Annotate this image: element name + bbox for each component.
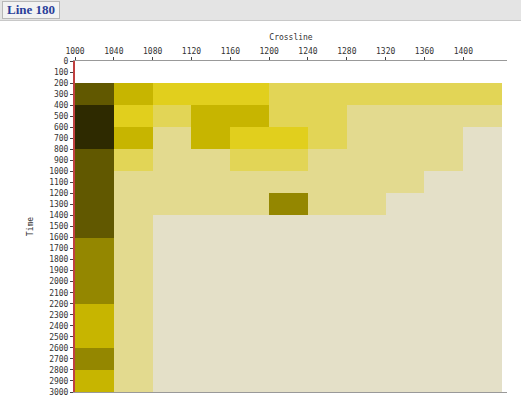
svg-text:1280: 1280	[337, 47, 356, 56]
svg-text:1000: 1000	[49, 167, 68, 176]
svg-text:1800: 1800	[49, 255, 68, 264]
svg-text:2900: 2900	[49, 377, 68, 386]
svg-text:Crossline: Crossline	[269, 33, 313, 42]
svg-text:2800: 2800	[49, 366, 68, 375]
svg-text:1360: 1360	[415, 47, 434, 56]
svg-text:2500: 2500	[49, 333, 68, 342]
svg-text:1080: 1080	[143, 47, 162, 56]
svg-text:1200: 1200	[49, 189, 68, 198]
svg-text:1900: 1900	[49, 266, 68, 275]
svg-text:0: 0	[64, 57, 69, 66]
svg-text:2400: 2400	[49, 322, 68, 331]
svg-text:400: 400	[54, 101, 69, 110]
svg-text:Time: Time	[26, 217, 35, 236]
svg-text:1160: 1160	[221, 47, 240, 56]
svg-text:300: 300	[54, 90, 69, 99]
svg-text:3000: 3000	[49, 388, 68, 397]
svg-text:1100: 1100	[49, 178, 68, 187]
svg-text:500: 500	[54, 112, 69, 121]
svg-text:2200: 2200	[49, 300, 68, 309]
svg-text:1600: 1600	[49, 233, 68, 242]
svg-text:600: 600	[54, 123, 69, 132]
svg-text:1400: 1400	[454, 47, 473, 56]
svg-text:1400: 1400	[49, 211, 68, 220]
html-text:Line 180: Line 180	[7, 2, 55, 17]
svg-text:2100: 2100	[49, 289, 68, 298]
svg-text:1200: 1200	[260, 47, 279, 56]
svg-text:2700: 2700	[49, 355, 68, 364]
svg-text:1320: 1320	[376, 47, 395, 56]
svg-text:1240: 1240	[298, 47, 317, 56]
svg-text:900: 900	[54, 156, 69, 165]
svg-text:200: 200	[54, 79, 69, 88]
svg-text:1500: 1500	[49, 222, 68, 231]
svg-text:1040: 1040	[104, 47, 123, 56]
svg-text:1700: 1700	[49, 244, 68, 253]
svg-text:100: 100	[54, 68, 69, 77]
svg-text:2000: 2000	[49, 277, 68, 286]
svg-text:2600: 2600	[49, 344, 68, 353]
svg-text:2300: 2300	[49, 311, 68, 320]
svg-text:1300: 1300	[49, 200, 68, 209]
svg-text:700: 700	[54, 134, 69, 143]
svg-text:1120: 1120	[182, 47, 201, 56]
svg-text:1000: 1000	[65, 47, 84, 56]
svg-text:800: 800	[54, 145, 69, 154]
